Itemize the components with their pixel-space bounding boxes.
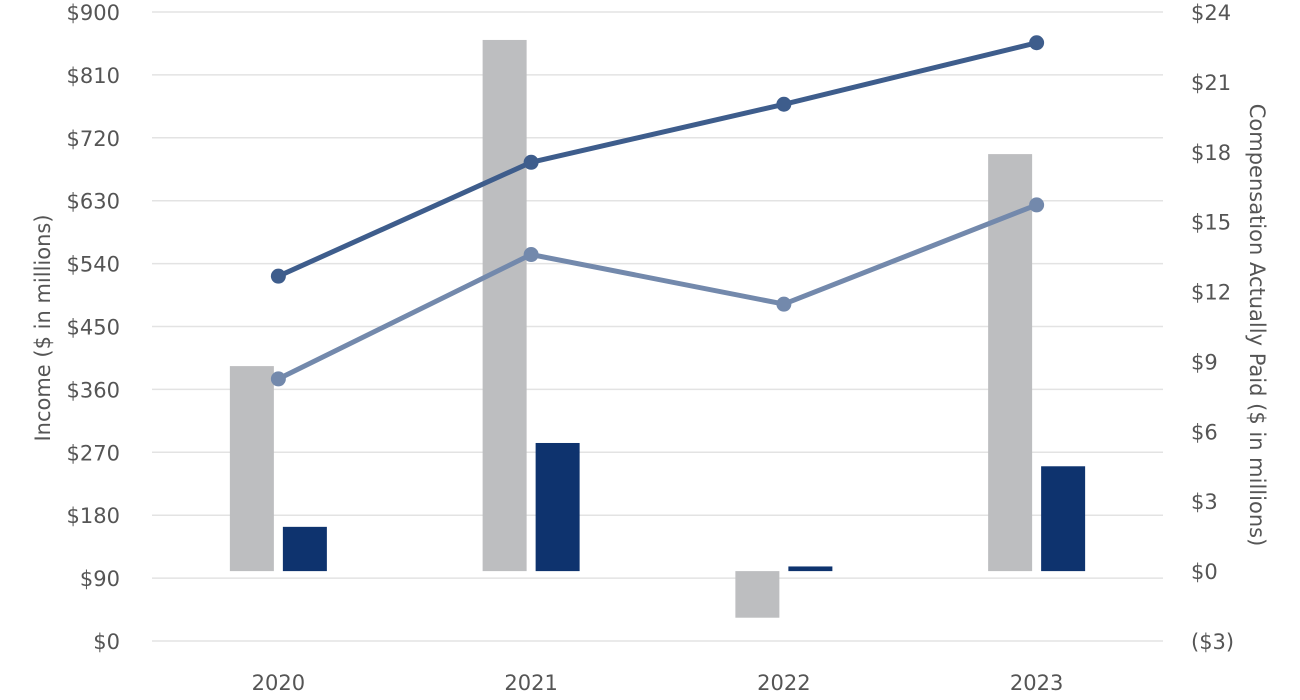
- line-2-point-2022: [776, 296, 792, 312]
- line-1-point-2020: [270, 268, 286, 284]
- x-tick-label: 2020: [252, 671, 305, 695]
- left-axis-title: Income ($ in millions): [31, 214, 55, 441]
- right-tick-label: $24: [1191, 1, 1231, 25]
- bar-s1-2022: [735, 571, 780, 618]
- bar-s1-2021: [482, 39, 527, 572]
- left-tick-label: $360: [67, 378, 120, 402]
- line-1-point-2021: [523, 154, 539, 170]
- bar-s2-2022: [788, 566, 833, 572]
- x-tick-label: 2021: [504, 671, 557, 695]
- line-series: [270, 35, 1045, 387]
- left-tick-label: $720: [67, 127, 120, 151]
- x-tick-label: 2023: [1010, 671, 1063, 695]
- line-2-point-2023: [1029, 197, 1045, 213]
- right-tick-label: $9: [1191, 350, 1218, 374]
- left-tick-label: $0: [93, 630, 120, 654]
- left-tick-label: $270: [67, 441, 120, 465]
- left-tick-label: $540: [67, 253, 120, 277]
- left-tick-label: $450: [67, 316, 120, 340]
- left-tick-label: $900: [67, 1, 120, 25]
- right-axis-title: Compensation Actually Paid ($ in million…: [1245, 104, 1269, 547]
- right-tick-label: ($3): [1191, 630, 1234, 654]
- line-1-point-2022: [776, 96, 792, 112]
- line-1-point-2023: [1029, 35, 1045, 51]
- left-tick-label: $810: [67, 64, 120, 88]
- line-2: [277, 202, 1038, 382]
- right-tick-label: $0: [1191, 560, 1218, 584]
- right-tick-label: $18: [1191, 141, 1231, 165]
- line-2-point-2021: [523, 247, 539, 263]
- x-tick-label: 2022: [757, 671, 810, 695]
- bar-s2-2021: [535, 442, 580, 572]
- right-tick-label: $3: [1191, 490, 1218, 514]
- right-tick-label: $21: [1191, 71, 1231, 95]
- right-axis-ticks: ($3) $0 $3 $6 $9 $12 $15 $18 $21 $24: [1191, 1, 1234, 654]
- right-tick-label: $12: [1191, 281, 1231, 305]
- left-tick-label: $90: [80, 567, 120, 591]
- right-tick-label: $15: [1191, 211, 1231, 235]
- bar-s2-2023: [1041, 466, 1086, 572]
- bars: [229, 39, 1086, 618]
- left-tick-label: $180: [67, 504, 120, 528]
- line-1: [277, 40, 1038, 279]
- gridlines: [152, 11, 1163, 642]
- bar-s1-2020: [229, 366, 274, 572]
- right-tick-label: $6: [1191, 420, 1218, 444]
- line-2-point-2020: [270, 371, 286, 387]
- bar-s2-2020: [282, 526, 327, 572]
- left-axis-ticks: $0 $90 $180 $270 $360 $450 $540 $630 $720 $810 $90…: [67, 1, 120, 654]
- left-tick-label: $630: [67, 190, 120, 214]
- x-axis-ticks: 2020 2021 2022 2023: [252, 671, 1064, 695]
